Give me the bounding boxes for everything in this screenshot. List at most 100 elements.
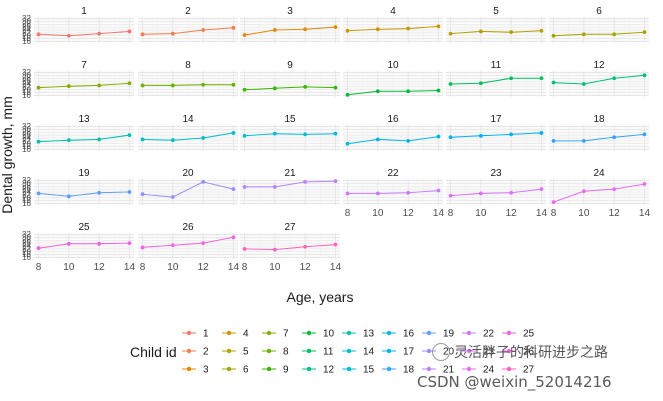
x-tick-label: 8 (345, 208, 351, 219)
data-point (333, 242, 338, 247)
legend-key-point (386, 348, 392, 354)
legend-label: 9 (283, 365, 289, 376)
legend-key-point (226, 366, 232, 372)
legend-item-27: 27 (502, 365, 535, 376)
data-point (201, 136, 206, 140)
data-point (406, 138, 411, 143)
legend-item-4: 4 (222, 329, 249, 340)
facet-strip-label: 10 (387, 60, 399, 71)
data-point (66, 194, 71, 199)
facet-strip (446, 58, 546, 71)
facet-panel-18: 18 (549, 112, 649, 151)
facet-strip (446, 112, 546, 125)
y-tick-label: 16 (22, 91, 31, 100)
y-tick-label: 18 (22, 142, 31, 151)
legend-label: 16 (403, 329, 415, 340)
data-point (478, 81, 483, 86)
facet-strip-label: 17 (490, 114, 502, 125)
facet-strip (343, 4, 443, 17)
legend-item-13: 13 (342, 329, 375, 340)
y-tick-label: 26 (22, 239, 31, 248)
data-point (231, 25, 236, 30)
x-tick-label: 12 (198, 262, 210, 273)
series-line-15 (244, 133, 336, 137)
data-point (303, 84, 308, 89)
data-point (140, 32, 145, 37)
legend-label: 6 (243, 365, 249, 376)
x-tick-label: 10 (269, 262, 281, 273)
data-point (436, 24, 441, 29)
facet-strip (34, 166, 134, 179)
data-point (478, 191, 483, 196)
facet-strip-label: 23 (490, 168, 502, 179)
facet-panel-23: 23 8 10 12 14 (446, 166, 547, 219)
x-tick-label: 10 (475, 208, 487, 219)
legend-key-point (426, 348, 432, 354)
data-point (170, 138, 175, 143)
x-tick-label: 14 (124, 262, 136, 273)
legend-label: 1 (203, 329, 209, 340)
facet-panel-2: 2 (138, 4, 238, 43)
data-point (272, 131, 277, 136)
data-point (539, 76, 544, 81)
y-tick-label: 22 (22, 28, 31, 37)
legend-label: 13 (363, 329, 375, 340)
series-line-4 (347, 25, 439, 32)
y-tick-label: 28 (22, 74, 31, 83)
y-tick-label: 20 (22, 31, 31, 40)
legend-item-8: 8 (262, 347, 289, 358)
data-point (406, 190, 411, 195)
facet-strip-label: 16 (387, 114, 399, 125)
facet-strip-label: 19 (78, 168, 90, 179)
legend-key-point (306, 366, 312, 372)
y-tick-label: 32 (22, 176, 31, 185)
facet-panel-8: 8 (138, 58, 238, 97)
legend-item-12: 12 (302, 365, 335, 376)
facet-strip (343, 112, 443, 125)
legend-key-point (426, 330, 432, 336)
facet-panel-17: 17 (446, 112, 546, 151)
legend-key-point (346, 366, 352, 372)
y-tick-label: 16 (22, 145, 31, 154)
facet-strip-label: 18 (593, 114, 605, 125)
series-line-10 (347, 90, 439, 96)
legend-label: 3 (203, 365, 209, 376)
facet-panel-26: 26 8 10 12 14 (138, 220, 239, 273)
facet-strip (549, 112, 649, 125)
facet-strip-label: 8 (185, 60, 191, 71)
facet-strip (138, 58, 238, 71)
data-point (303, 132, 308, 137)
series-line-17 (450, 132, 542, 138)
series-line-22 (347, 190, 439, 194)
y-tick-label: 30 (22, 179, 31, 188)
data-point (201, 241, 206, 246)
facet-strip-label: 7 (81, 60, 87, 71)
legend-label: 11 (323, 347, 334, 358)
facet-strip (34, 112, 134, 125)
y-tick-label: 20 (22, 85, 31, 94)
data-point (436, 134, 441, 139)
data-point (448, 82, 453, 86)
data-point (242, 133, 247, 138)
series-line-9 (244, 86, 336, 91)
data-point (539, 131, 544, 135)
series-line-25 (38, 242, 130, 249)
legend-item-18: 18 (382, 365, 415, 376)
y-tick-label: 30 (22, 125, 31, 134)
wechat-logo-icon (432, 343, 450, 361)
data-point (242, 87, 247, 92)
data-point (345, 92, 350, 97)
legend-label: 7 (283, 329, 289, 340)
data-point (333, 25, 338, 30)
x-tick-label: 8 (551, 208, 557, 219)
legend-label: 23 (483, 347, 495, 358)
series-line-13 (38, 134, 130, 143)
data-point (231, 235, 236, 240)
x-tick-label: 12 (403, 208, 415, 219)
facet-strip (138, 220, 238, 233)
series-line-24 (553, 183, 645, 203)
x-tick-label: 8 (448, 208, 454, 219)
data-point (66, 33, 71, 38)
data-point (406, 26, 411, 31)
